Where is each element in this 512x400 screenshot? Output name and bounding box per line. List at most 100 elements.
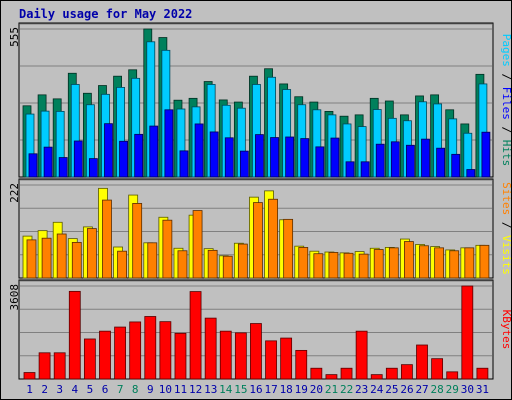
right-label-part: Files bbox=[500, 87, 512, 120]
bar-sites-day-10 bbox=[162, 219, 173, 279]
bar-kbytes-day-16 bbox=[250, 323, 262, 380]
right-label-hits-files-pages: Pages / Files / Hits bbox=[500, 34, 512, 167]
x-tick-label-18: 18 bbox=[280, 383, 293, 396]
x-tick-label-16: 16 bbox=[249, 383, 262, 396]
bar-sites-day-3 bbox=[56, 233, 67, 279]
bar-sites-day-4 bbox=[71, 241, 82, 279]
x-tick-label-23: 23 bbox=[355, 383, 368, 396]
bar-kbytes-day-27 bbox=[416, 344, 428, 380]
bar-kbytes-day-4 bbox=[68, 290, 81, 380]
bar-kbytes-day-8 bbox=[129, 321, 142, 380]
x-tick-label-31: 31 bbox=[476, 383, 489, 396]
bar-kbytes-day-15 bbox=[234, 332, 247, 380]
x-tick-label-6: 6 bbox=[102, 383, 109, 396]
bar-sites-day-13 bbox=[207, 249, 218, 279]
bar-kbytes-day-22 bbox=[340, 367, 353, 380]
bar-kbytes-day-7 bbox=[114, 326, 126, 380]
x-tick-label-10: 10 bbox=[159, 383, 172, 396]
bar-pages-day-20 bbox=[315, 146, 325, 178]
x-tick-label-13: 13 bbox=[204, 383, 217, 396]
bar-sites-day-12 bbox=[192, 210, 203, 279]
bar-kbytes-day-13 bbox=[204, 317, 217, 380]
bar-sites-day-15 bbox=[237, 243, 248, 279]
bar-kbytes-day-29 bbox=[446, 371, 459, 380]
bar-sites-day-11 bbox=[177, 250, 188, 279]
bar-sites-day-19 bbox=[298, 247, 309, 279]
bar-sites-day-30 bbox=[464, 247, 475, 279]
bar-pages-day-23 bbox=[360, 161, 370, 178]
x-tick-label-22: 22 bbox=[340, 383, 353, 396]
bar-pages-day-30 bbox=[466, 169, 476, 178]
bar-sites-day-20 bbox=[313, 253, 324, 279]
bar-sites-day-28 bbox=[434, 247, 445, 279]
bar-pages-day-12 bbox=[194, 123, 204, 178]
bar-pages-day-26 bbox=[406, 144, 415, 178]
bar-kbytes-day-14 bbox=[219, 330, 232, 380]
x-tick-label-1: 1 bbox=[26, 383, 33, 396]
ymax-label: 3608 bbox=[8, 284, 21, 311]
ymax-label: 555 bbox=[8, 27, 21, 47]
bar-pages-day-10 bbox=[164, 109, 174, 178]
right-label-part: Sites bbox=[500, 182, 512, 215]
bar-pages-day-14 bbox=[224, 137, 234, 178]
x-tick-label-15: 15 bbox=[234, 383, 247, 396]
right-label-part: KBytes bbox=[500, 310, 512, 350]
bar-kbytes-day-5 bbox=[83, 338, 96, 380]
bar-pages-day-6 bbox=[104, 123, 113, 178]
bar-pages-day-25 bbox=[390, 141, 400, 178]
x-tick-label-4: 4 bbox=[72, 383, 79, 396]
bar-pages-day-29 bbox=[451, 153, 461, 178]
bar-pages-day-4 bbox=[73, 140, 83, 178]
bar-kbytes-day-3 bbox=[53, 352, 66, 380]
x-tick-label-7: 7 bbox=[117, 383, 124, 396]
right-label-part: / bbox=[500, 215, 512, 235]
bar-kbytes-day-9 bbox=[144, 316, 157, 380]
x-tick-label-20: 20 bbox=[310, 383, 323, 396]
right-label-part: Pages bbox=[500, 34, 512, 67]
bar-sites-day-22 bbox=[343, 252, 354, 279]
x-tick-label-26: 26 bbox=[400, 383, 413, 396]
bar-kbytes-day-2 bbox=[38, 352, 51, 380]
bar-sites-day-6 bbox=[102, 199, 112, 279]
x-tick-label-30: 30 bbox=[461, 383, 474, 396]
bar-sites-day-9 bbox=[147, 242, 158, 279]
bar-pages-day-2 bbox=[43, 146, 53, 178]
x-tick-label-25: 25 bbox=[385, 383, 398, 396]
bar-pages-day-17 bbox=[270, 137, 279, 178]
bar-pages-day-31 bbox=[481, 131, 491, 178]
x-tick-label-12: 12 bbox=[189, 383, 202, 396]
bar-kbytes-day-1 bbox=[23, 372, 36, 380]
bar-sites-day-26 bbox=[404, 241, 414, 279]
bar-sites-day-17 bbox=[268, 198, 278, 279]
bar-kbytes-day-30 bbox=[461, 285, 474, 380]
bar-pages-day-16 bbox=[255, 134, 264, 178]
x-tick-label-5: 5 bbox=[87, 383, 94, 396]
right-label-visits-sites: Sites / Visits bbox=[500, 182, 512, 275]
right-label-part: / bbox=[500, 120, 512, 140]
x-tick-label-24: 24 bbox=[370, 383, 384, 396]
bar-pages-day-8 bbox=[134, 133, 144, 178]
ymax-label: 222 bbox=[8, 183, 21, 203]
bar-sites-day-7 bbox=[117, 250, 127, 279]
bar-pages-day-5 bbox=[88, 158, 98, 178]
bar-sites-day-18 bbox=[283, 218, 294, 279]
bar-pages-day-9 bbox=[149, 125, 159, 178]
bar-kbytes-day-24 bbox=[370, 374, 383, 380]
bar-sites-day-16 bbox=[253, 202, 263, 279]
bar-pages-day-7 bbox=[119, 140, 128, 178]
x-tick-label-11: 11 bbox=[174, 383, 187, 396]
bar-sites-day-24 bbox=[373, 249, 384, 279]
x-tick-label-3: 3 bbox=[56, 383, 63, 396]
bar-pages-day-1 bbox=[28, 153, 38, 178]
bar-sites-day-1 bbox=[26, 239, 37, 279]
bar-sites-day-21 bbox=[328, 252, 339, 279]
bar-pages-day-24 bbox=[375, 143, 385, 178]
bar-pages-day-28 bbox=[436, 147, 446, 178]
bar-sites-day-27 bbox=[419, 245, 429, 279]
bar-kbytes-day-25 bbox=[385, 367, 398, 380]
bar-kbytes-day-6 bbox=[99, 330, 111, 380]
x-tick-label-14: 14 bbox=[219, 383, 233, 396]
bar-kbytes-day-10 bbox=[159, 321, 172, 380]
bar-kbytes-day-21 bbox=[325, 374, 338, 380]
